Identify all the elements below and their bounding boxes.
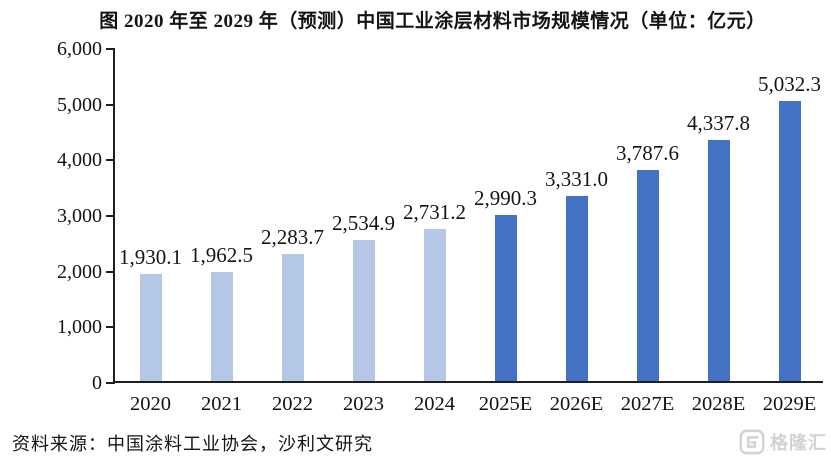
bar-value-label: 2,534.9 — [332, 210, 395, 235]
bar-historical — [423, 228, 446, 381]
y-axis-label: 6,000 — [57, 38, 102, 60]
source-note: 资料来源：中国涂料工业协会，沙利文研究 — [12, 434, 373, 454]
x-axis-label: 2022 — [272, 393, 313, 415]
bar-historical — [139, 273, 162, 381]
bar-forecast — [565, 195, 588, 381]
y-axis-tick — [106, 326, 115, 329]
y-axis-label: 2,000 — [57, 260, 102, 283]
x-axis-label: 2025E — [478, 393, 533, 415]
y-axis-tick — [106, 215, 115, 217]
x-axis-label: 2028E — [691, 393, 746, 415]
x-axis-label: 2023 — [343, 393, 384, 415]
x-axis-label: 2029E — [762, 393, 817, 415]
plot-area: 0 1,000 2,000 3,000 4,000 5,000 6,000 1,930.1 20… — [57, 38, 823, 415]
bar-value-label: 1,962.5 — [190, 242, 253, 267]
bar-value-label: 3,787.6 — [616, 141, 679, 166]
y-axis-tick — [106, 159, 115, 162]
x-axis-label: 2021 — [201, 393, 242, 415]
y-axis-tick — [106, 48, 115, 50]
bar-value-label: 3,331.0 — [545, 166, 608, 191]
bar-value-label: 2,731.2 — [403, 199, 466, 224]
bar-historical — [352, 239, 375, 381]
gelonghui-logo-icon — [739, 429, 765, 455]
bar-historical — [281, 253, 304, 381]
bar-value-label: 4,337.8 — [687, 110, 750, 135]
y-axis-label: 1,000 — [57, 316, 102, 339]
bar-forecast — [494, 214, 517, 381]
bar-historical — [210, 271, 233, 381]
x-axis-label: 2024 — [414, 393, 455, 415]
watermark: 格隆汇 — [739, 429, 827, 455]
y-axis-label: 3,000 — [57, 205, 102, 227]
y-axis-tick — [106, 103, 115, 106]
y-axis-label: 5,000 — [57, 93, 102, 116]
bar-forecast — [778, 100, 801, 381]
bar-value-label: 5,032.3 — [758, 71, 821, 96]
chart-title: 图 2020 年至 2029 年（预测）中国工业涂层材料市场规模情况（单位：亿元… — [99, 11, 766, 32]
y-axis-label: 4,000 — [57, 149, 102, 172]
bar-forecast — [707, 139, 730, 381]
watermark-text: 格隆汇 — [770, 433, 827, 453]
bar-value-label: 2,283.7 — [261, 224, 324, 249]
y-axis-tick — [106, 382, 115, 384]
x-axis-label: 2020 — [130, 393, 171, 415]
x-axis-label: 2027E — [620, 393, 675, 415]
bar-value-label: 2,990.3 — [474, 185, 537, 210]
bar-value-label: 1,930.1 — [119, 244, 182, 269]
y-axis-tick — [106, 270, 115, 273]
bar-forecast — [636, 170, 659, 381]
y-axis-label: 0 — [92, 372, 102, 394]
x-axis-label: 2026E — [549, 393, 604, 415]
